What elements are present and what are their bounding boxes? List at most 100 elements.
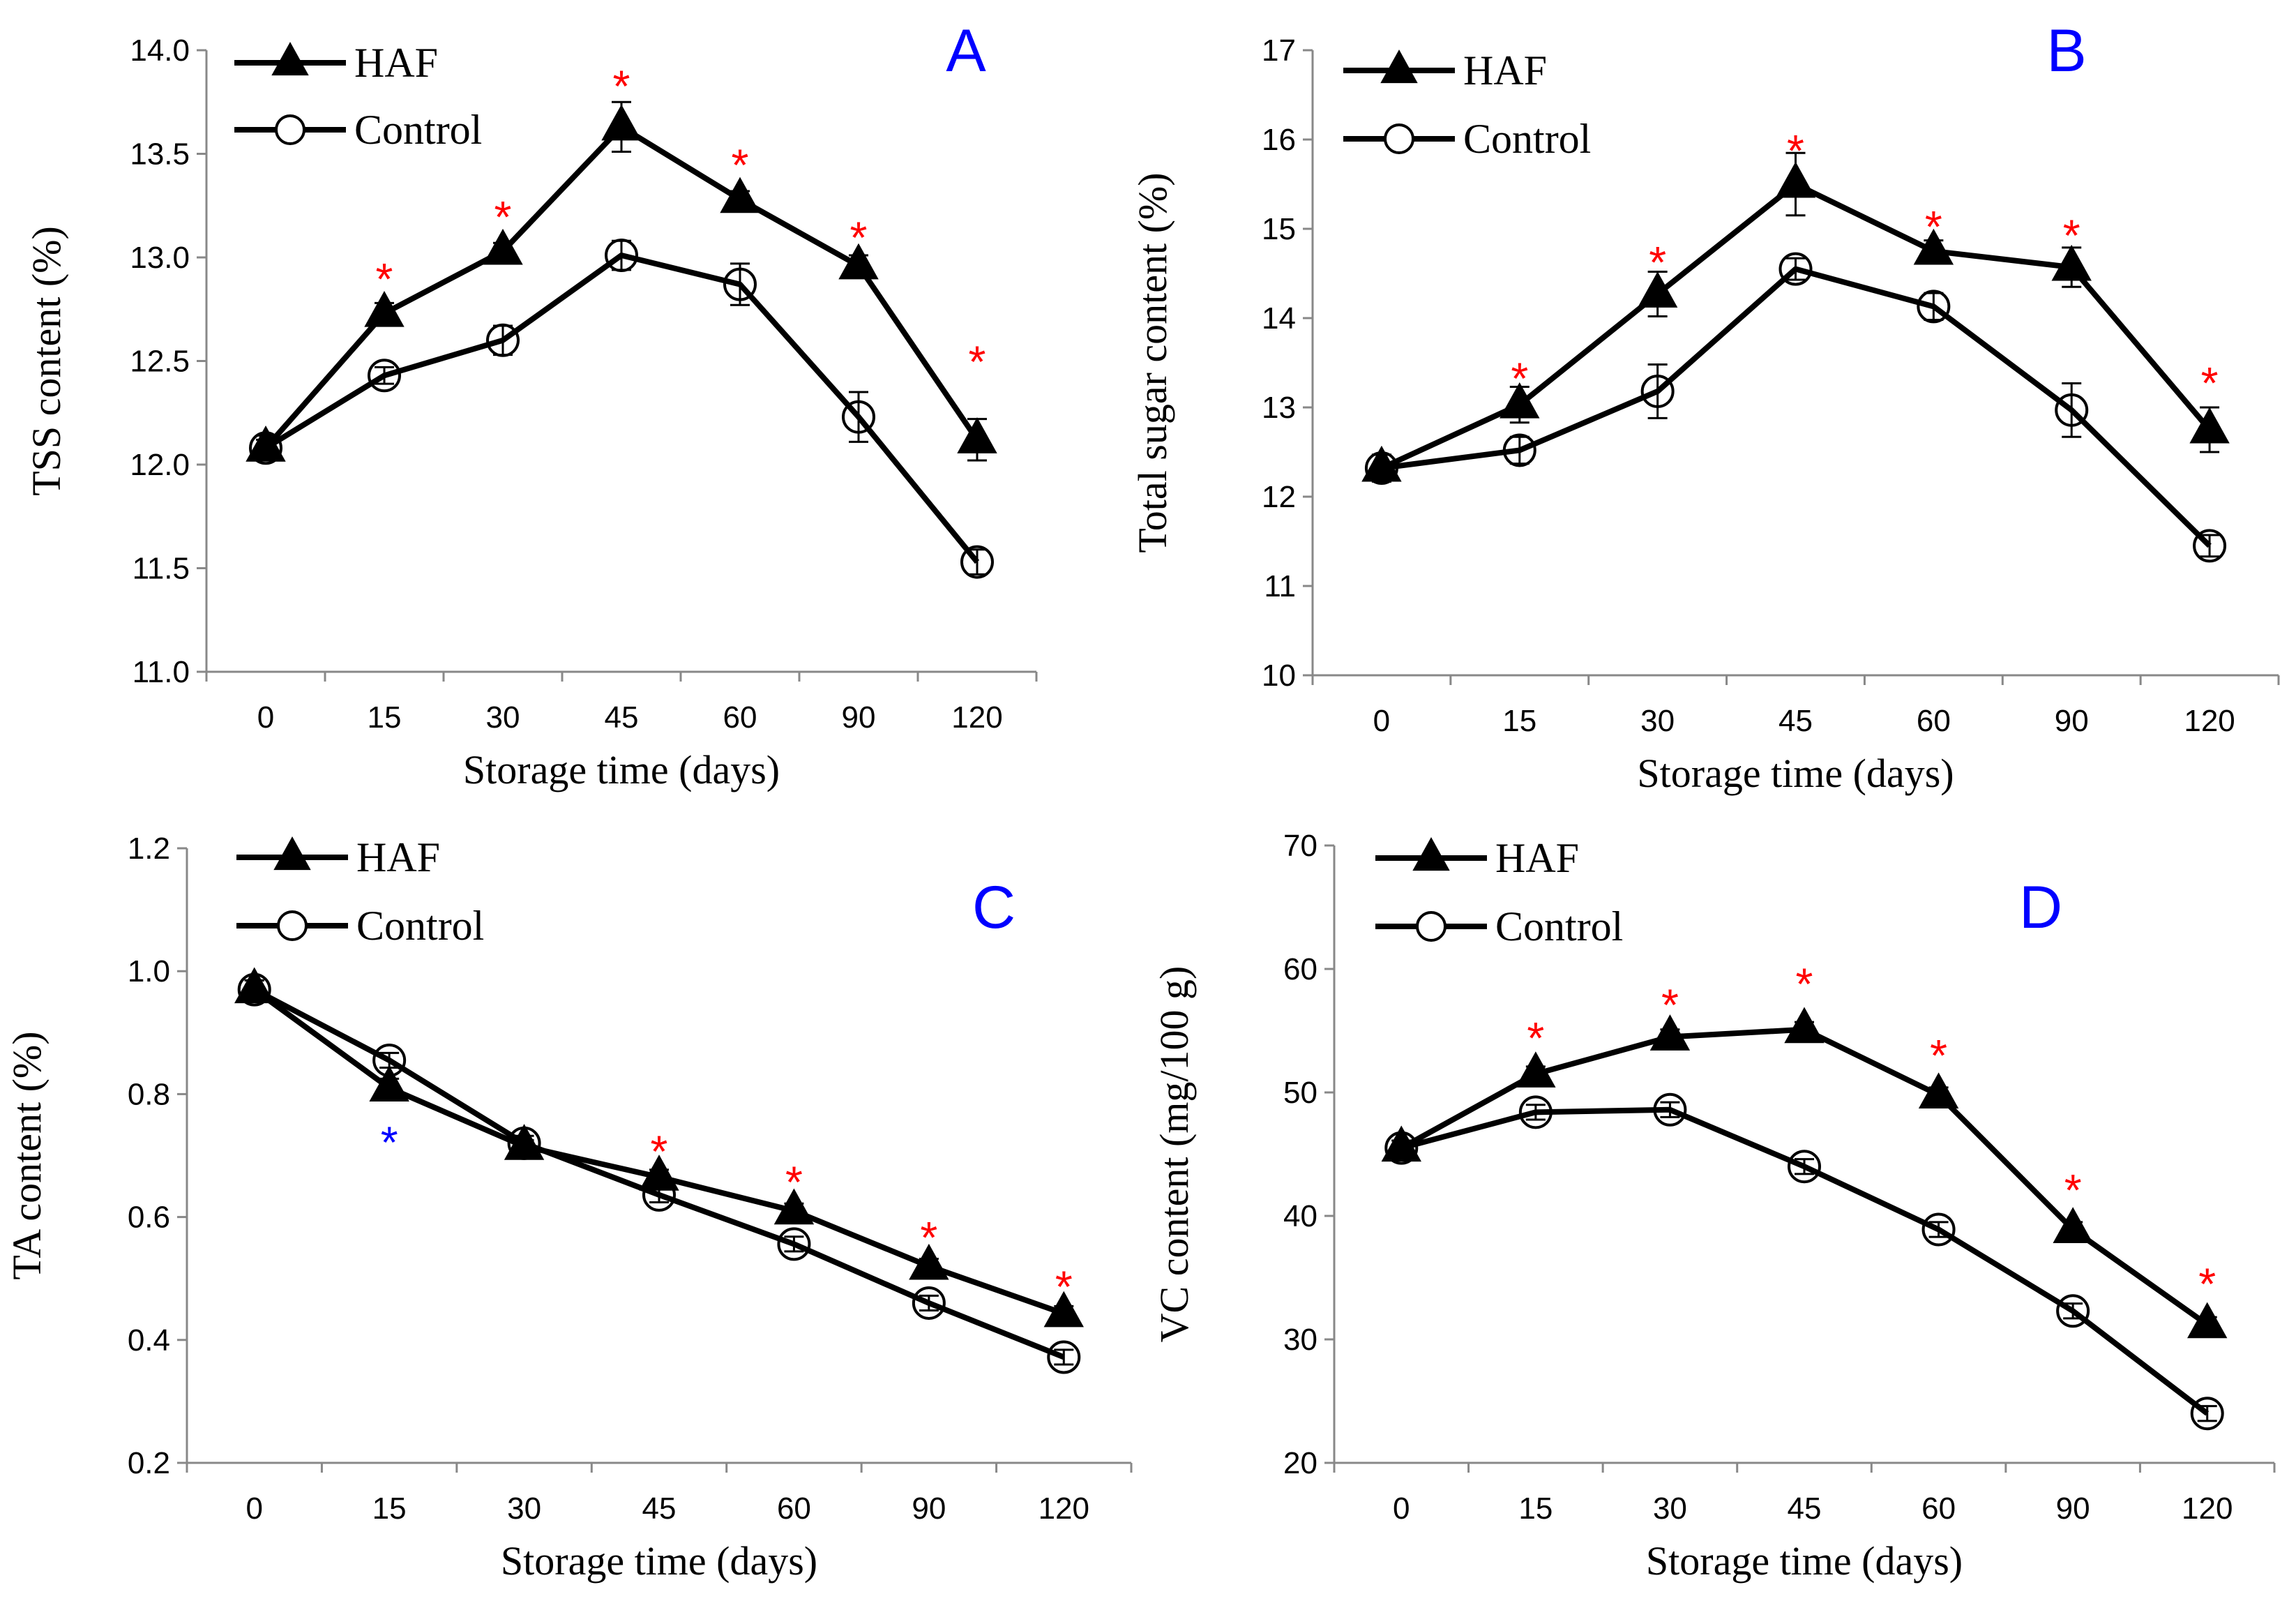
panel-letter: A <box>946 17 986 84</box>
legend-label: HAF <box>1495 835 1579 881</box>
x-tick-label: 15 <box>1502 704 1536 738</box>
x-tick-label: 30 <box>1653 1491 1687 1526</box>
data-point <box>1516 1051 1556 1088</box>
data-point <box>2051 244 2092 281</box>
y-axis-title: TA content (%) <box>4 1031 50 1279</box>
legend-label: Control <box>1463 116 1591 162</box>
data-point <box>2053 1207 2093 1243</box>
significance-star: * <box>1796 958 1813 1009</box>
legend-label: HAF <box>1463 47 1547 93</box>
y-tick-label: 50 <box>1283 1076 1317 1110</box>
significance-star: * <box>651 1126 668 1176</box>
x-axis-title: Storage time (days) <box>501 1538 817 1584</box>
chart-panel-d: 20 30 40 50 60 70 0 15 30 45 60 90 120 Storage time (… <box>1151 829 2276 1584</box>
legend-marker-haf <box>1412 837 1450 871</box>
data-point <box>369 1065 409 1102</box>
data-point <box>1918 1072 1959 1109</box>
data-point <box>1518 1095 1553 1129</box>
y-tick-label: 11.0 <box>133 655 190 689</box>
data-point <box>909 1243 949 1280</box>
significance-star: * <box>613 61 630 112</box>
x-tick-label: 120 <box>951 700 1002 735</box>
y-tick-label: 13.0 <box>130 241 190 275</box>
y-tick-label: 40 <box>1283 1199 1317 1233</box>
significance-star: * <box>381 1117 398 1167</box>
y-tick-label: 1.2 <box>128 832 170 866</box>
x-tick-label: 60 <box>777 1491 811 1526</box>
significance-star: * <box>2063 211 2080 261</box>
legend-label: HAF <box>354 40 438 86</box>
data-point <box>1500 382 1540 419</box>
series-control <box>237 972 1081 1374</box>
x-tick-label: 120 <box>2182 1491 2233 1526</box>
y-tick-label: 11 <box>1264 569 1296 603</box>
y-tick-label: 11.5 <box>133 552 190 586</box>
x-tick-label: 30 <box>507 1491 541 1526</box>
significance-star: * <box>1649 237 1666 287</box>
data-point <box>2189 407 2230 444</box>
data-point <box>1653 1092 1687 1127</box>
significance-star: * <box>1787 126 1804 176</box>
data-point <box>2193 529 2227 563</box>
significance-star: * <box>2198 1258 2216 1309</box>
data-point <box>368 359 401 393</box>
significance-star: * <box>1930 1030 1947 1081</box>
data-point <box>1788 1150 1821 1184</box>
y-axis-title: TSS content (%) <box>24 226 69 496</box>
y-tick-label: 0.6 <box>128 1201 170 1235</box>
x-tick-label: 45 <box>605 700 639 735</box>
data-point <box>372 1043 407 1077</box>
data-point <box>1047 1340 1081 1374</box>
y-tick-label: 14 <box>1262 301 1296 336</box>
series-haf <box>246 100 997 462</box>
y-tick-label: 16 <box>1262 123 1296 157</box>
data-point <box>842 400 875 434</box>
significance-star: * <box>1925 202 1942 252</box>
panel-letter: C <box>972 874 1015 941</box>
data-point <box>1778 252 1813 286</box>
chart-panel-a: 11.0 11.5 12.0 12.5 13.0 13.5 14.0 0 15 30 45 60 90 1… <box>24 17 1038 792</box>
y-tick-label: 17 <box>1262 33 1296 68</box>
data-point <box>773 1188 815 1225</box>
data-point <box>483 228 523 265</box>
significance-star: * <box>920 1212 937 1263</box>
x-tick-label: 15 <box>368 700 402 735</box>
data-point <box>1649 1014 1691 1051</box>
data-point <box>486 323 520 357</box>
y-axis-title: Total sugar content (%) <box>1130 172 1175 552</box>
significance-star: * <box>732 140 749 190</box>
legend-label: Control <box>354 107 482 153</box>
panel-letter: B <box>2046 17 2086 84</box>
legend-label: Control <box>1495 903 1623 949</box>
legend-marker-haf <box>1380 50 1418 84</box>
data-point <box>777 1227 811 1261</box>
x-tick-label: 45 <box>1778 704 1813 738</box>
data-point <box>249 431 282 465</box>
data-point <box>1640 374 1675 408</box>
significance-star: * <box>376 254 393 304</box>
y-tick-label: 0.8 <box>128 1077 170 1111</box>
y-tick-label: 20 <box>1283 1446 1317 1480</box>
legend-marker-control <box>275 114 305 145</box>
x-tick-label: 90 <box>2056 1491 2090 1526</box>
legend-marker-control <box>1416 911 1447 942</box>
significance-star: * <box>785 1157 803 1208</box>
y-tick-label: 12.5 <box>130 345 190 379</box>
data-point <box>1384 1131 1419 1165</box>
x-tick-label: 60 <box>1917 704 1951 738</box>
significance-star: * <box>1511 353 1528 403</box>
legend-marker-haf <box>273 836 311 871</box>
significance-star: * <box>1661 979 1679 1030</box>
series-control <box>1384 1092 2224 1431</box>
series-control <box>249 239 994 579</box>
data-point <box>1637 271 1678 308</box>
panel-letter: D <box>2019 874 2062 941</box>
y-tick-label: 13.5 <box>130 137 190 172</box>
data-point <box>601 104 642 141</box>
y-tick-label: 70 <box>1283 829 1317 863</box>
y-tick-label: 12 <box>1262 480 1296 514</box>
data-point <box>2055 393 2089 427</box>
data-point <box>960 545 994 579</box>
significance-star: * <box>494 192 512 242</box>
